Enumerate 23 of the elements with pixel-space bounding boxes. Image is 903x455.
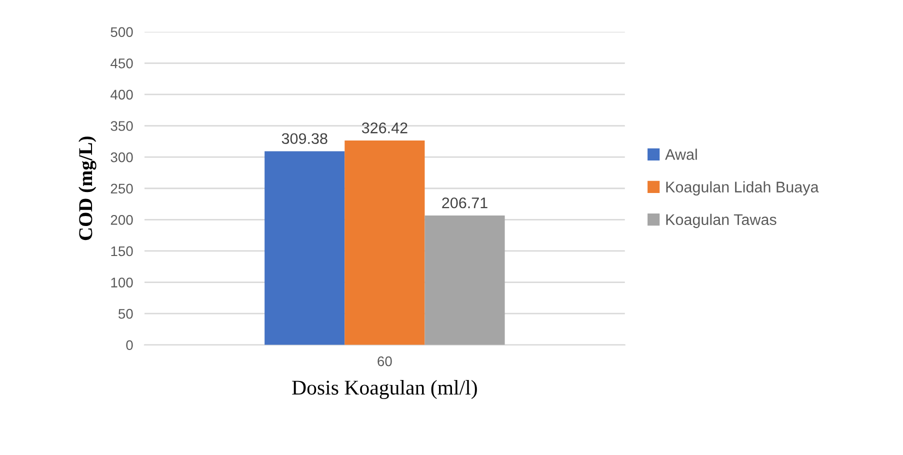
- y-tick-label: 300: [110, 152, 133, 162]
- legend-label: Koagulan Tawas: [666, 214, 776, 228]
- y-tick-label: 250: [110, 184, 133, 194]
- y-axis-title: COD (mg/L): [78, 136, 96, 240]
- x-axis-title: Dosis Koagulan (ml/l): [292, 380, 477, 400]
- legend-label: Koagulan Lidah Buaya: [666, 181, 819, 196]
- data-label: 326.42: [362, 122, 408, 134]
- data-label: 309.38: [282, 133, 328, 144]
- data-label: 206.71: [442, 197, 488, 208]
- y-tick-label: 50: [118, 308, 133, 319]
- bar: [264, 151, 345, 345]
- y-tick-label: 150: [111, 246, 133, 256]
- bar: [344, 140, 425, 345]
- legend-label: Awal: [665, 148, 697, 160]
- y-tick-label: 500: [110, 27, 133, 38]
- y-tick-label: 450: [110, 58, 133, 68]
- y-tick-label: 0: [126, 340, 133, 350]
- x-tick-label: 60: [378, 356, 392, 366]
- y-tick-label: 100: [111, 278, 133, 288]
- y-tick-label: 200: [110, 215, 133, 225]
- y-tick-label: 350: [110, 121, 133, 131]
- y-tick-label: 400: [110, 90, 133, 100]
- bar: [424, 215, 505, 345]
